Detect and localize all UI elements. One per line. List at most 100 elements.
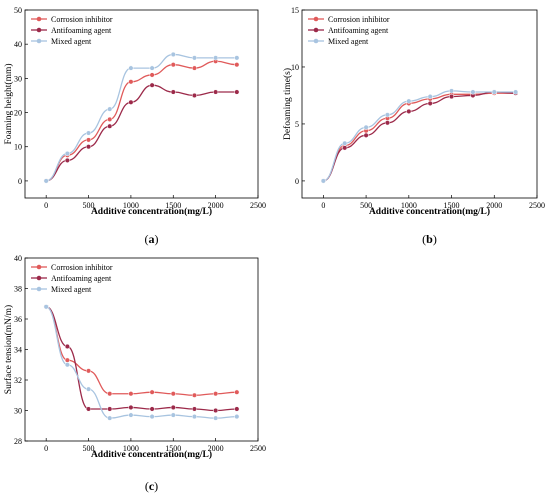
- data-point: [191, 92, 198, 99]
- x-tick-label: 500: [83, 444, 95, 453]
- legend-swatch-marker: [36, 16, 42, 22]
- data-point: [513, 89, 519, 95]
- data-point: [107, 116, 113, 122]
- data-point: [107, 106, 113, 112]
- panel-label: (b): [422, 232, 437, 246]
- chart-panel-b: 0 500 1000 1500 2000 2500 0 5 10 15 Additive conce…: [282, 6, 545, 246]
- panel-label: (c): [145, 479, 158, 493]
- y-tick-label: 30: [14, 74, 22, 83]
- data-point: [448, 88, 455, 94]
- data-point: [427, 100, 433, 106]
- series-line-3: [323, 90, 516, 182]
- legend-swatch-marker: [36, 275, 42, 281]
- x-tick-label: 2000: [208, 444, 224, 453]
- chart-panel-c: 0 500 1000 1500 2000 2500 28 30 32 34 36 38 40 Additi…: [3, 254, 266, 493]
- x-tick-label: 1500: [444, 201, 460, 210]
- legend-label: Antifoaming agent: [328, 26, 389, 35]
- x-tick-label: 2500: [250, 201, 266, 210]
- data-point: [85, 368, 92, 374]
- data-point: [213, 89, 219, 95]
- y-tick-label: 40: [14, 254, 22, 263]
- data-point: [107, 391, 113, 397]
- data-point: [491, 89, 497, 95]
- data-point: [107, 123, 113, 129]
- data-point: [320, 178, 326, 184]
- series-line-3: [46, 53, 237, 182]
- data-point: [128, 404, 134, 411]
- y-tick-label: 40: [14, 40, 22, 49]
- y-tick-label: 28: [14, 437, 22, 446]
- data-point: [107, 415, 113, 421]
- series-line-2: [45, 306, 237, 412]
- data-point: [149, 82, 155, 88]
- data-point: [191, 414, 198, 420]
- data-point: [191, 392, 198, 398]
- data-point: [342, 145, 348, 151]
- data-point: [234, 406, 240, 412]
- y-tick-label: 50: [14, 6, 22, 15]
- y-axis-label: Defoaming time(s): [282, 68, 293, 140]
- panel-label: (a): [145, 232, 159, 246]
- data-point: [234, 389, 240, 395]
- y-tick-label: 34: [14, 346, 22, 355]
- data-point: [384, 120, 391, 126]
- x-tick-label: 500: [360, 201, 372, 210]
- data-point: [85, 386, 92, 392]
- x-tick-label: 0: [44, 201, 48, 210]
- chart-panel-a: 0 500 1000 1500 2000 2500 0 10 20 30 40 50 Additive …: [3, 6, 266, 246]
- data-point: [149, 414, 155, 420]
- data-point: [406, 98, 412, 104]
- plot-frame: [301, 9, 538, 199]
- y-tick-label: 20: [14, 109, 22, 118]
- data-point: [384, 112, 391, 118]
- legend-swatch-marker: [36, 264, 42, 270]
- y-tick-label: 36: [14, 315, 22, 324]
- legend-label: Corrosion inhibitor: [51, 15, 113, 24]
- data-point: [128, 99, 134, 105]
- series-line-3: [45, 306, 237, 419]
- y-axis-label: Foaming height(mm): [3, 63, 14, 144]
- x-tick-label: 2500: [250, 444, 266, 453]
- legend-label: Antifoaming agent: [51, 274, 112, 283]
- y-tick-label: 15: [291, 6, 299, 15]
- data-point: [213, 391, 219, 397]
- data-point: [149, 406, 155, 412]
- x-axis-label: Additive concentration(mg/L): [369, 206, 490, 217]
- legend-swatch-marker: [36, 27, 42, 33]
- x-tick-label: 2500: [529, 201, 545, 210]
- data-point: [234, 414, 240, 420]
- data-point: [128, 391, 134, 397]
- data-point: [170, 391, 176, 397]
- x-axis-label: Additive concentration(mg/L): [91, 449, 212, 460]
- data-point: [363, 132, 369, 138]
- data-point: [170, 62, 176, 68]
- data-point: [448, 94, 455, 100]
- y-axis-label: Surface tension(mN/m): [3, 305, 14, 394]
- data-point: [85, 137, 92, 143]
- data-point: [363, 124, 369, 130]
- data-point: [85, 144, 92, 150]
- x-tick-label: 1000: [123, 444, 139, 453]
- data-point: [342, 140, 348, 146]
- data-point: [213, 415, 219, 421]
- data-point: [191, 55, 198, 61]
- y-tick-label: 32: [14, 376, 22, 385]
- series-line-2: [46, 84, 237, 182]
- x-tick-label: 0: [321, 201, 325, 210]
- y-tick-label: 30: [14, 407, 22, 416]
- data-point: [213, 407, 219, 414]
- legend-swatch-marker: [36, 286, 42, 292]
- plot-frame: [24, 9, 259, 199]
- data-point: [427, 94, 433, 100]
- y-tick-label: 38: [14, 285, 22, 294]
- legend-label: Mixed agent: [328, 37, 369, 46]
- legend-swatch-marker: [36, 38, 42, 44]
- data-point: [64, 343, 70, 350]
- series-line-1: [323, 92, 516, 182]
- data-point: [128, 412, 134, 418]
- data-point: [213, 55, 219, 61]
- x-tick-label: 1000: [123, 201, 139, 210]
- legend-label: Antifoaming agent: [51, 26, 112, 35]
- series-line-2: [323, 91, 516, 182]
